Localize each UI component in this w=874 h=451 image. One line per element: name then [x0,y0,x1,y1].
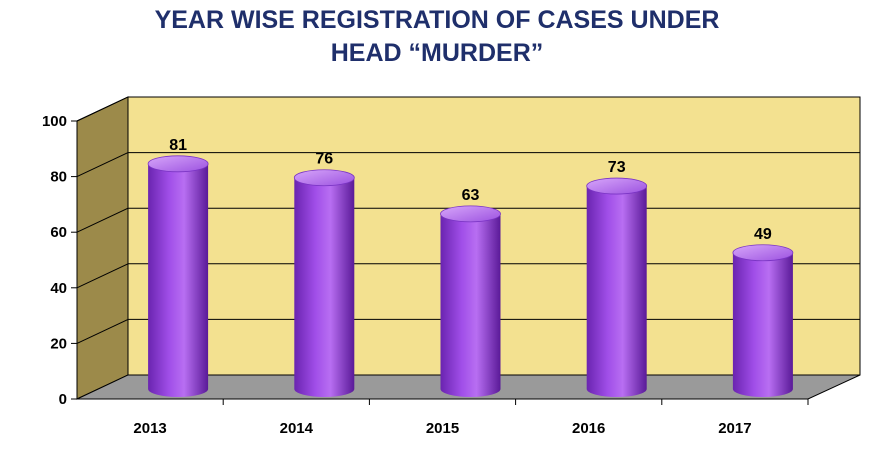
x-tick-label: 2016 [572,420,605,437]
x-tick-label: 2017 [718,420,751,437]
chart-title-line-1: YEAR WISE REGISTRATION OF CASES UNDER [154,6,720,34]
bar [148,163,209,397]
bar-top [293,169,355,187]
bar [586,186,647,397]
chart-title: YEAR WISE REGISTRATION OF CASES UNDER HE… [0,4,874,70]
bar [294,177,355,397]
chart-title-line-2: HEAD “MURDER” [330,39,544,67]
x-tick-label: 2014 [280,420,314,437]
data-label: 73 [608,159,626,176]
y-tick-label: 80 [50,169,67,186]
y-tick-label: 0 [59,391,67,408]
gridline-side [76,318,129,344]
bar-top [586,177,648,195]
bar-top [440,205,501,223]
gridline-side [76,96,129,122]
gridline-side [76,263,129,289]
x-tick-label: 2015 [426,420,459,437]
gridline-side [76,152,129,178]
bar-top [147,155,209,173]
bar [440,213,501,397]
gridline-side [76,207,129,233]
y-tick-label: 60 [50,224,67,241]
data-label: 49 [754,226,772,243]
y-tick-label: 20 [50,335,67,352]
data-label: 81 [169,137,187,154]
x-tick-label: 2013 [133,420,166,437]
y-tick-label: 40 [50,280,67,297]
data-label: 76 [315,151,333,168]
bar [732,252,793,397]
data-label: 63 [462,187,480,204]
y-tick-label: 100 [42,113,67,130]
bar-top [732,244,794,262]
side-wall [76,96,129,400]
